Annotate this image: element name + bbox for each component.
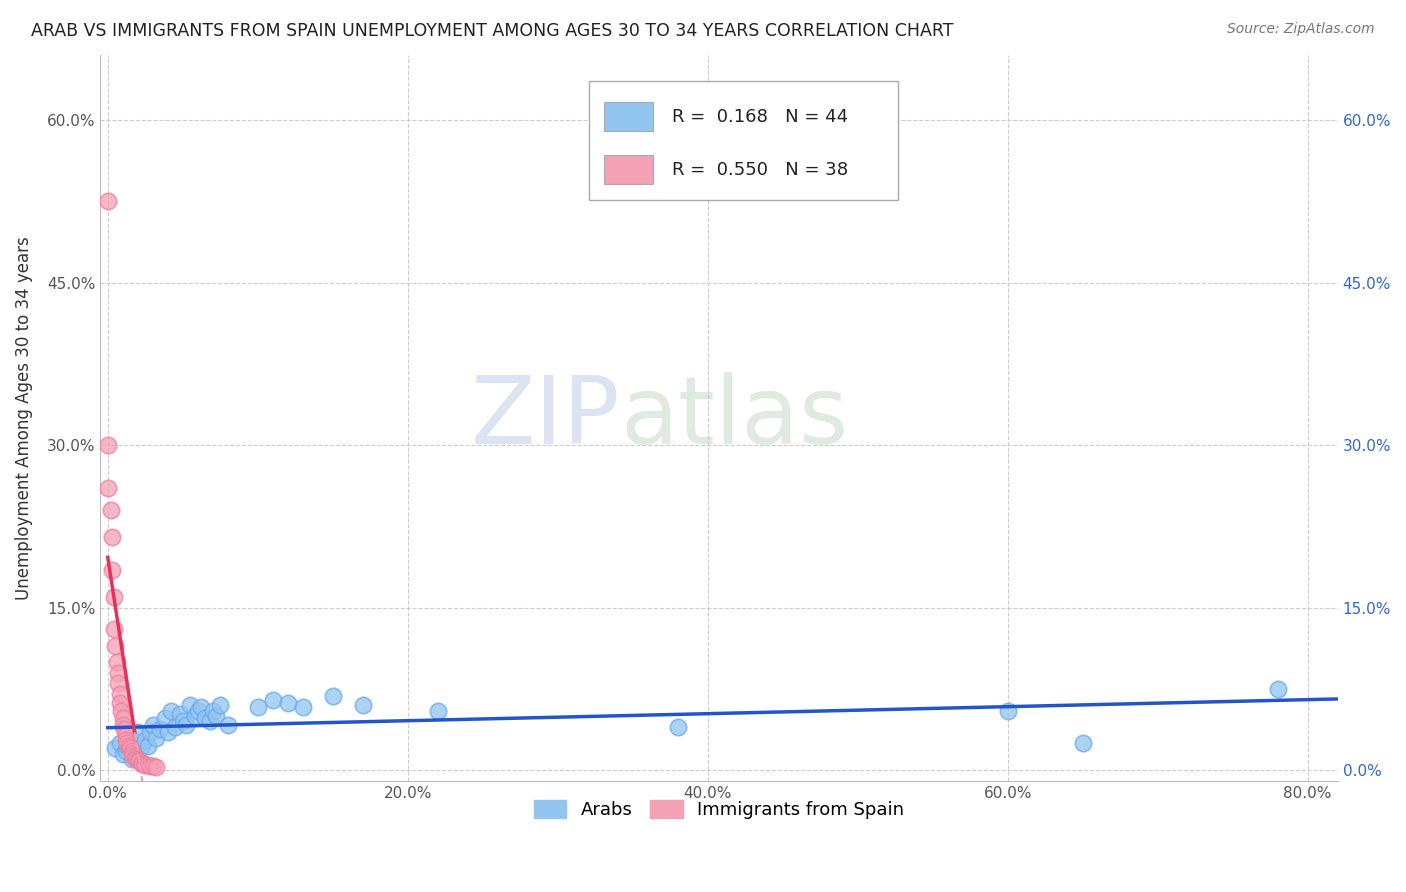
Point: [136, 757, 159, 772]
Point: [129, 741, 152, 756]
Point: [111, 717, 134, 731]
Point: [184, 709, 207, 723]
Point: [128, 755, 150, 769]
Point: [159, 704, 181, 718]
Text: atlas: atlas: [620, 372, 848, 464]
Point: [108, 687, 131, 701]
Legend: Arabs, Immigrants from Spain: Arabs, Immigrants from Spain: [526, 793, 911, 826]
Text: Source: ZipAtlas.com: Source: ZipAtlas.com: [1227, 22, 1375, 37]
Point: [121, 747, 143, 761]
Point: [122, 749, 145, 764]
FancyBboxPatch shape: [603, 155, 654, 185]
FancyBboxPatch shape: [603, 103, 654, 131]
Point: [217, 717, 239, 731]
Point: [194, 711, 217, 725]
Point: [142, 717, 165, 731]
Point: [124, 736, 146, 750]
Point: [322, 690, 344, 704]
Point: [139, 725, 162, 739]
Point: [136, 739, 159, 754]
Point: [103, 623, 125, 637]
Point: [120, 731, 142, 745]
Point: [131, 756, 153, 771]
Point: [108, 696, 131, 710]
Point: [145, 760, 167, 774]
Text: R =  0.550   N = 38: R = 0.550 N = 38: [672, 161, 848, 178]
Point: [134, 757, 156, 772]
Point: [118, 739, 141, 754]
Point: [169, 706, 191, 721]
Point: [426, 704, 449, 718]
Point: [114, 729, 136, 743]
Point: [121, 752, 143, 766]
Point: [107, 676, 129, 690]
Point: [156, 725, 179, 739]
Text: ZIP: ZIP: [471, 372, 620, 464]
Point: [105, 655, 128, 669]
Point: [179, 698, 201, 713]
FancyBboxPatch shape: [589, 80, 898, 201]
Point: [145, 731, 167, 745]
Point: [111, 711, 134, 725]
Point: [114, 744, 136, 758]
Point: [127, 725, 149, 739]
Point: [107, 665, 129, 680]
Point: [129, 756, 152, 770]
Point: [142, 759, 165, 773]
Point: [103, 590, 125, 604]
Point: [134, 732, 156, 747]
Point: [172, 714, 194, 729]
Text: ARAB VS IMMIGRANTS FROM SPAIN UNEMPLOYMENT AMONG AGES 30 TO 34 YEARS CORRELATION: ARAB VS IMMIGRANTS FROM SPAIN UNEMPLOYME…: [31, 22, 953, 40]
Point: [124, 750, 146, 764]
Point: [97, 438, 120, 452]
Point: [666, 720, 689, 734]
Point: [97, 482, 120, 496]
Point: [117, 739, 139, 754]
Point: [139, 759, 162, 773]
Point: [108, 736, 131, 750]
Point: [153, 711, 176, 725]
Point: [101, 530, 124, 544]
Point: [100, 503, 122, 517]
Point: [110, 704, 132, 718]
Point: [1267, 681, 1289, 696]
Point: [111, 747, 134, 761]
Point: [997, 704, 1019, 718]
Point: [149, 722, 172, 736]
Point: [198, 714, 221, 729]
Point: [262, 692, 284, 706]
Point: [209, 698, 232, 713]
Point: [352, 698, 374, 713]
Point: [112, 722, 135, 736]
Point: [1071, 736, 1094, 750]
Point: [190, 700, 212, 714]
Point: [165, 720, 187, 734]
Point: [204, 709, 226, 723]
Y-axis label: Unemployment Among Ages 30 to 34 years: Unemployment Among Ages 30 to 34 years: [15, 236, 32, 600]
Point: [97, 194, 120, 209]
Text: R =  0.168   N = 44: R = 0.168 N = 44: [672, 108, 848, 126]
Point: [125, 752, 148, 766]
Point: [201, 704, 224, 718]
Point: [174, 717, 197, 731]
Point: [246, 700, 269, 714]
Point: [132, 756, 155, 771]
Point: [127, 753, 149, 767]
Point: [121, 744, 143, 758]
Point: [291, 700, 314, 714]
Point: [104, 741, 127, 756]
Point: [117, 736, 139, 750]
Point: [114, 732, 136, 747]
Point: [104, 639, 127, 653]
Point: [277, 696, 299, 710]
Point: [187, 704, 209, 718]
Point: [120, 741, 142, 756]
Point: [101, 563, 124, 577]
